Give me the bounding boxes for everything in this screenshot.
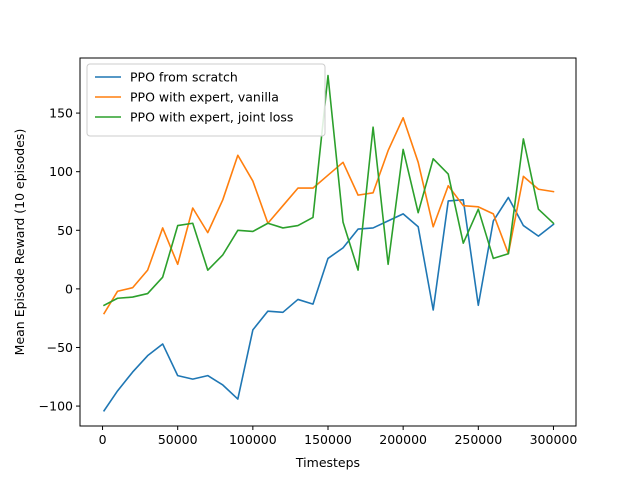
series-line-2: [102, 116, 555, 315]
legend-entry: PPO with expert, vanilla: [130, 90, 279, 105]
legend-entry: PPO from scratch: [130, 70, 238, 85]
x-tick-label: 150000: [304, 432, 352, 447]
series-line-1: [102, 196, 555, 412]
legend-entry: PPO with expert, joint loss: [130, 110, 293, 125]
y-tick-label: −100: [39, 399, 73, 414]
y-tick-label: 50: [57, 223, 73, 238]
y-tick-label: −50: [47, 340, 73, 355]
x-tick-label: 50000: [158, 432, 198, 447]
x-axis-label: Timesteps: [295, 455, 360, 470]
x-tick-label: 300000: [530, 432, 578, 447]
y-tick-label: 0: [65, 281, 73, 296]
y-axis-ticks: −100 −50 0 50 100 150: [39, 106, 80, 414]
y-tick-label: 100: [49, 164, 73, 179]
legend-box: [86, 63, 326, 137]
x-tick-label: 0: [99, 432, 107, 447]
y-axis-label: Mean Episode Reward (10 episodes): [12, 129, 27, 356]
x-tick-label: 250000: [454, 432, 502, 447]
x-tick-label: 100000: [229, 432, 277, 447]
legend: PPO from scratch PPO with expert, vanilla…: [86, 63, 326, 137]
series-line-3: [102, 74, 555, 307]
series-lines: [102, 74, 555, 412]
x-tick-label: 200000: [379, 432, 427, 447]
y-tick-label: 150: [49, 106, 73, 121]
x-axis-ticks: 0 50000 100000 150000 200000 250000 300000: [99, 426, 578, 447]
